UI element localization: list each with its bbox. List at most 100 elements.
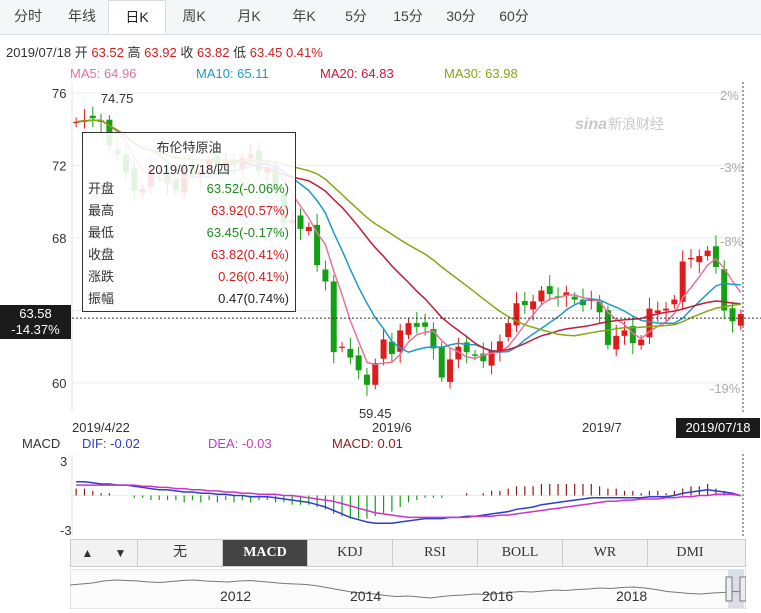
- candle: [322, 269, 329, 282]
- quote-line: 2019/07/18 开 63.52 高 63.92 收 63.82 低 63.…: [6, 42, 323, 61]
- x-tick-label: 2019/7: [582, 420, 622, 435]
- candle: [721, 269, 728, 311]
- tooltip-row: 收盘 63.82(0.41%): [83, 244, 295, 266]
- macd-tick-label: 3: [60, 454, 67, 469]
- candle: [712, 246, 719, 267]
- candle: [663, 308, 670, 311]
- ohlc-tooltip: 布伦特原油 2019/07/18/四 开盘 63.52(-0.06%) 最高 63.9…: [82, 132, 296, 312]
- tooltip-row-value: 63.45(-0.17%): [206, 225, 289, 240]
- candle: [505, 323, 512, 337]
- change-value: 0.41%: [285, 45, 323, 60]
- indicator-dmi-button[interactable]: DMI: [647, 540, 732, 566]
- candle: [604, 310, 611, 345]
- tooltip-row-value: 0.47(0.74%): [218, 291, 289, 306]
- candle: [330, 281, 337, 353]
- candle: [654, 310, 661, 313]
- candle: [355, 355, 362, 371]
- navigator-frame: [70, 569, 746, 609]
- candle: [339, 346, 346, 348]
- indicator-rsi-button[interactable]: RSI: [392, 540, 477, 566]
- candle: [704, 250, 711, 257]
- tooltip-row-label: 最低: [88, 225, 115, 240]
- candle: [638, 339, 645, 346]
- tooltip-row: 开盘 63.52(-0.06%): [83, 178, 295, 200]
- tab-0[interactable]: 分时: [14, 8, 42, 24]
- y-tick-label: 76: [52, 86, 66, 101]
- dea-line: [76, 484, 741, 519]
- candle: [613, 335, 620, 350]
- tab-3[interactable]: 周K: [182, 8, 206, 24]
- sina-logo-icon: sina: [575, 116, 607, 133]
- candle: [488, 350, 495, 366]
- candle: [463, 342, 470, 353]
- indicator-kdj-button[interactable]: KDJ: [307, 540, 392, 566]
- candle: [314, 224, 321, 266]
- candle: [679, 261, 686, 302]
- tab-4[interactable]: 月K: [237, 8, 261, 24]
- history-line: [70, 579, 746, 599]
- ma30-legend: MA30: 63.98: [444, 66, 518, 81]
- price-tag-value: 63.58: [19, 306, 52, 321]
- tooltip-row-value: 63.92(0.57%): [210, 203, 289, 218]
- y-tick-label: 68: [52, 231, 66, 246]
- x-tick-label: 2019/6: [372, 420, 412, 435]
- high-label: 高: [127, 45, 141, 60]
- candle: [405, 323, 412, 335]
- low-annotation: 59.45: [359, 406, 392, 421]
- tab-8[interactable]: 30分: [446, 8, 476, 24]
- close-value: 63.82: [196, 45, 230, 60]
- candle: [480, 353, 487, 362]
- navigator-right-handle[interactable]: [739, 576, 746, 602]
- quote-date: 2019/07/18: [6, 45, 72, 60]
- macd-title: MACD: [22, 436, 61, 451]
- tab-5[interactable]: 年K: [292, 8, 316, 24]
- tooltip-row-label: 最高: [88, 203, 115, 218]
- nav-year-label: 2016: [482, 588, 513, 604]
- indicator-macd-button[interactable]: MACD: [222, 540, 307, 566]
- tab-2[interactable]: 日K: [108, 0, 166, 34]
- candle: [447, 359, 454, 382]
- tooltip-row-value: 63.52(-0.06%): [206, 181, 289, 196]
- tab-7[interactable]: 15分: [393, 8, 423, 24]
- candle: [430, 328, 437, 349]
- tab-1[interactable]: 年线: [68, 8, 96, 24]
- macd-value-legend: MACD: 0.01: [332, 436, 403, 451]
- candle: [571, 296, 578, 300]
- ma5-legend: MA5: 64.96: [70, 66, 137, 81]
- indicator-wr-button[interactable]: WR: [562, 540, 647, 566]
- pct-tick-label: 2%: [720, 88, 739, 103]
- history-navigator[interactable]: 2012 2014 2016 2018: [70, 569, 746, 609]
- candle: [521, 301, 528, 306]
- candle: [455, 346, 462, 360]
- candle: [496, 341, 503, 351]
- close-label: 收: [180, 45, 194, 60]
- tooltip-row-value: 0.26(0.41%): [218, 269, 289, 284]
- zoom-in-button[interactable]: ▲: [81, 546, 94, 560]
- candle: [438, 346, 445, 378]
- y-tick-label: 60: [52, 376, 66, 391]
- indicator-boll-button[interactable]: BOLL: [477, 540, 562, 566]
- crosshair-date-tag: 2019/07/18: [676, 418, 760, 438]
- candle: [563, 292, 570, 296]
- candle: [629, 326, 636, 344]
- zoom-out-button[interactable]: ▼: [114, 546, 127, 560]
- candle: [305, 227, 312, 232]
- pct-tick-label: -19%: [710, 381, 741, 396]
- low-label: 低: [233, 45, 247, 60]
- indicator-无-button[interactable]: 无: [137, 540, 222, 566]
- candle: [538, 290, 545, 302]
- tab-6[interactable]: 5分: [345, 8, 367, 24]
- nav-year-label: 2018: [616, 588, 647, 604]
- ma20-legend: MA20: 64.83: [320, 66, 394, 81]
- price-tag-percent: -14.37%: [11, 322, 60, 337]
- ma10-legend: MA10: 65.11: [196, 66, 269, 81]
- navigator-left-handle[interactable]: [725, 576, 733, 602]
- open-value: 63.52: [91, 45, 124, 60]
- x-tick-label: 2019/4/22: [72, 420, 130, 435]
- tab-9[interactable]: 60分: [499, 8, 529, 24]
- nav-year-label: 2014: [350, 588, 381, 604]
- candle: [646, 308, 653, 338]
- candle: [422, 322, 429, 327]
- high-value: 63.92: [144, 45, 177, 60]
- candle: [596, 301, 603, 313]
